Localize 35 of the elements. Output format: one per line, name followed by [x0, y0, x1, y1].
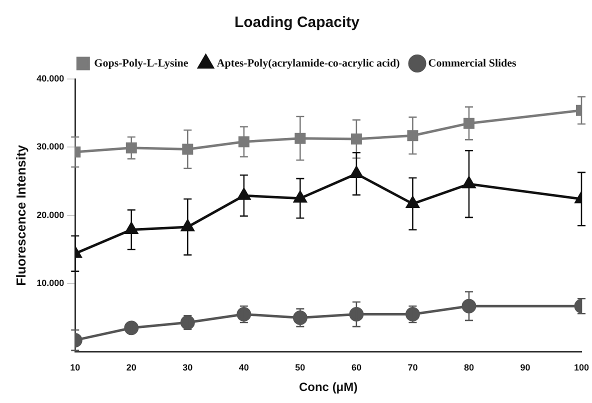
point: [237, 188, 250, 200]
x-tick-label: 90: [520, 362, 530, 373]
y-tick-label: 10.000: [36, 278, 64, 288]
x-tick-label: 40: [238, 362, 249, 373]
legend-label: Aptes-Poly(acrylamide-co-acrylic acid): [216, 57, 400, 70]
y-tick-label: 30.000: [36, 142, 64, 152]
legend-label: Commercial Slides: [428, 57, 518, 70]
x-tick-label: 100: [574, 362, 590, 373]
point: [462, 176, 476, 188]
point: [407, 130, 418, 142]
point: [462, 298, 476, 314]
point: [236, 307, 252, 322]
point: [238, 136, 250, 148]
chart-title: Loading Capacity: [234, 14, 360, 32]
x-tick-label: 10: [70, 362, 80, 373]
point: [463, 118, 474, 129]
point: [350, 134, 362, 145]
x-tick-label: 20: [126, 362, 136, 373]
x-tick-label: 60: [351, 362, 362, 373]
point: [126, 142, 137, 154]
x-tick-label: 30: [182, 362, 193, 373]
y-tick-label: 40.000: [36, 73, 64, 84]
legend-label: Gops-Poly-L-Lysine: [94, 57, 188, 70]
x-tick-label: 70: [408, 362, 418, 373]
point: [349, 307, 364, 322]
point: [292, 310, 308, 325]
x-axis-title: Conc (μM): [298, 380, 358, 394]
x-tick-label: 50: [295, 362, 306, 373]
point: [294, 132, 306, 144]
point: [124, 320, 139, 336]
point: [350, 166, 363, 178]
x-tick-label: 80: [464, 362, 474, 373]
point: [405, 307, 420, 322]
y-axis-title: Fluorescence Intensity: [13, 144, 28, 286]
y-tick-label: 20.000: [36, 210, 64, 220]
